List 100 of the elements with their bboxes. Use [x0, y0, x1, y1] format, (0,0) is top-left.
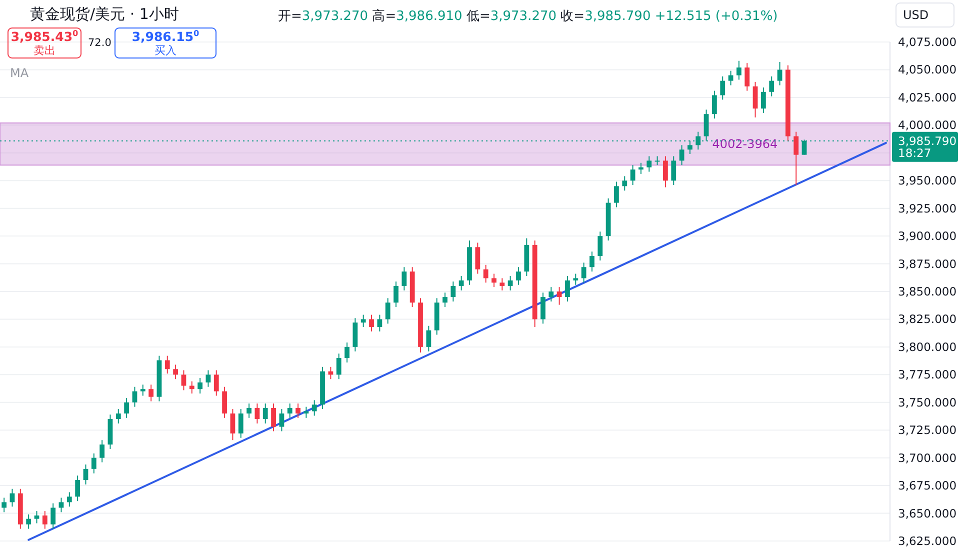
annotation: 3,986.15$^{0}$	[130, 28, 200, 44]
candlestick	[728, 70, 734, 86]
candlestick	[794, 131, 799, 186]
text: USD	[903, 8, 929, 22]
candlestick	[262, 403, 268, 424]
candlestick	[222, 386, 227, 418]
candlestick	[556, 286, 562, 306]
y-tick-label: 3,825.000	[898, 312, 957, 326]
y-tick-label: 3,725.000	[898, 423, 957, 438]
candlestick	[173, 364, 178, 380]
candlestick	[312, 400, 317, 416]
candlestick	[590, 251, 594, 272]
candlestick	[66, 492, 72, 508]
candlestick	[189, 380, 194, 394]
candlestick	[671, 156, 676, 186]
candlestick	[148, 384, 154, 402]
candlestick	[492, 273, 496, 288]
candlestick	[442, 292, 448, 308]
candlestick	[336, 353, 342, 380]
candlestick	[760, 86, 766, 114]
candlestick	[540, 292, 546, 324]
candlestick	[26, 514, 32, 530]
candlestick	[598, 231, 603, 261]
candlestick	[736, 60, 742, 80]
y-tick-label: 3,850.000	[898, 284, 957, 298]
candlestick	[377, 314, 382, 332]
annotation: 卖出	[32, 43, 56, 58]
candlestick	[287, 403, 292, 418]
candlestick	[328, 366, 334, 380]
candlestick	[654, 156, 660, 166]
candlestick	[581, 262, 586, 284]
annotation: MA	[10, 66, 29, 80]
band-label: 4002-3964	[712, 137, 778, 152]
candlestick	[369, 314, 374, 332]
candlestick	[450, 281, 456, 302]
candlestick	[238, 408, 244, 438]
candlestick	[230, 408, 236, 441]
candlestick	[769, 76, 774, 97]
candlestick	[744, 62, 750, 92]
y-tick-label: 3,925.000	[898, 201, 957, 216]
candlestick	[663, 156, 668, 188]
candlestick	[475, 242, 480, 274]
candlestick	[516, 266, 521, 286]
candlestick	[91, 452, 96, 474]
candlestick	[304, 406, 309, 418]
candlestick	[622, 176, 628, 192]
y-tick-label: 3,950.000	[898, 174, 957, 188]
annotation: 买入	[154, 43, 178, 58]
y-tick-label: 4,075.000	[898, 35, 957, 49]
y-tick-label: 4,050.000	[898, 62, 957, 77]
annotation: 72.0	[88, 37, 112, 49]
text: 18:27	[898, 146, 932, 160]
candlestick	[426, 325, 432, 352]
candlestick	[124, 397, 130, 418]
candlestick	[679, 144, 684, 166]
candlestick	[344, 342, 350, 363]
text: 开=3,973.270 高=3,986.910 低=3,973.270 收=3,985.790 +12.515 (+0.31%)	[278, 9, 778, 24]
candlestick	[752, 81, 758, 118]
candlestick	[402, 266, 407, 291]
y-tick-label: 3,675.000	[898, 478, 957, 493]
candlestick	[132, 386, 138, 408]
candlestick	[75, 475, 80, 502]
candlestick	[214, 370, 219, 396]
annotation: 3,985.43$^{0}$	[10, 28, 80, 44]
y-tick-label: 3,875.000	[898, 256, 957, 271]
y-tick-label: 3,900.000	[898, 229, 957, 244]
y-tick-label: 3,625.000	[898, 534, 957, 548]
candlestick	[565, 275, 570, 302]
y-tick-label: 3,800.000	[898, 340, 957, 354]
candlestick	[116, 408, 121, 424]
candlestick	[394, 281, 398, 308]
candlestick	[50, 502, 56, 530]
candlestick	[500, 278, 505, 291]
candlestick	[296, 403, 300, 418]
candlestick	[638, 162, 644, 174]
candlestick	[646, 156, 652, 172]
candlestick	[198, 377, 202, 394]
candlestick	[614, 181, 619, 208]
candlestick	[58, 497, 64, 513]
y-tick-label: 3,775.000	[898, 368, 957, 382]
candlestick	[181, 370, 186, 391]
candlestick	[573, 273, 578, 286]
candlestick	[246, 403, 252, 418]
candlestick	[720, 76, 726, 100]
ref-line-label: 3,985.790	[898, 134, 957, 148]
y-tick-label: 4,025.000	[898, 90, 957, 104]
candlestick	[42, 510, 48, 530]
chart-title: 黄金现货/美元 · 1小时	[30, 5, 179, 24]
y-tick-label: 3,700.000	[898, 450, 957, 465]
candlestick	[630, 164, 636, 186]
y-tick-label: 3,650.000	[898, 506, 957, 520]
candlestick	[360, 314, 366, 328]
candlestick	[83, 464, 88, 485]
candlestick	[458, 275, 464, 291]
candlestick	[34, 510, 40, 524]
candlestick	[2, 497, 7, 513]
candlestick	[777, 61, 782, 86]
candlestick	[385, 298, 390, 324]
candlestick	[100, 440, 105, 463]
candlestick	[206, 370, 211, 388]
